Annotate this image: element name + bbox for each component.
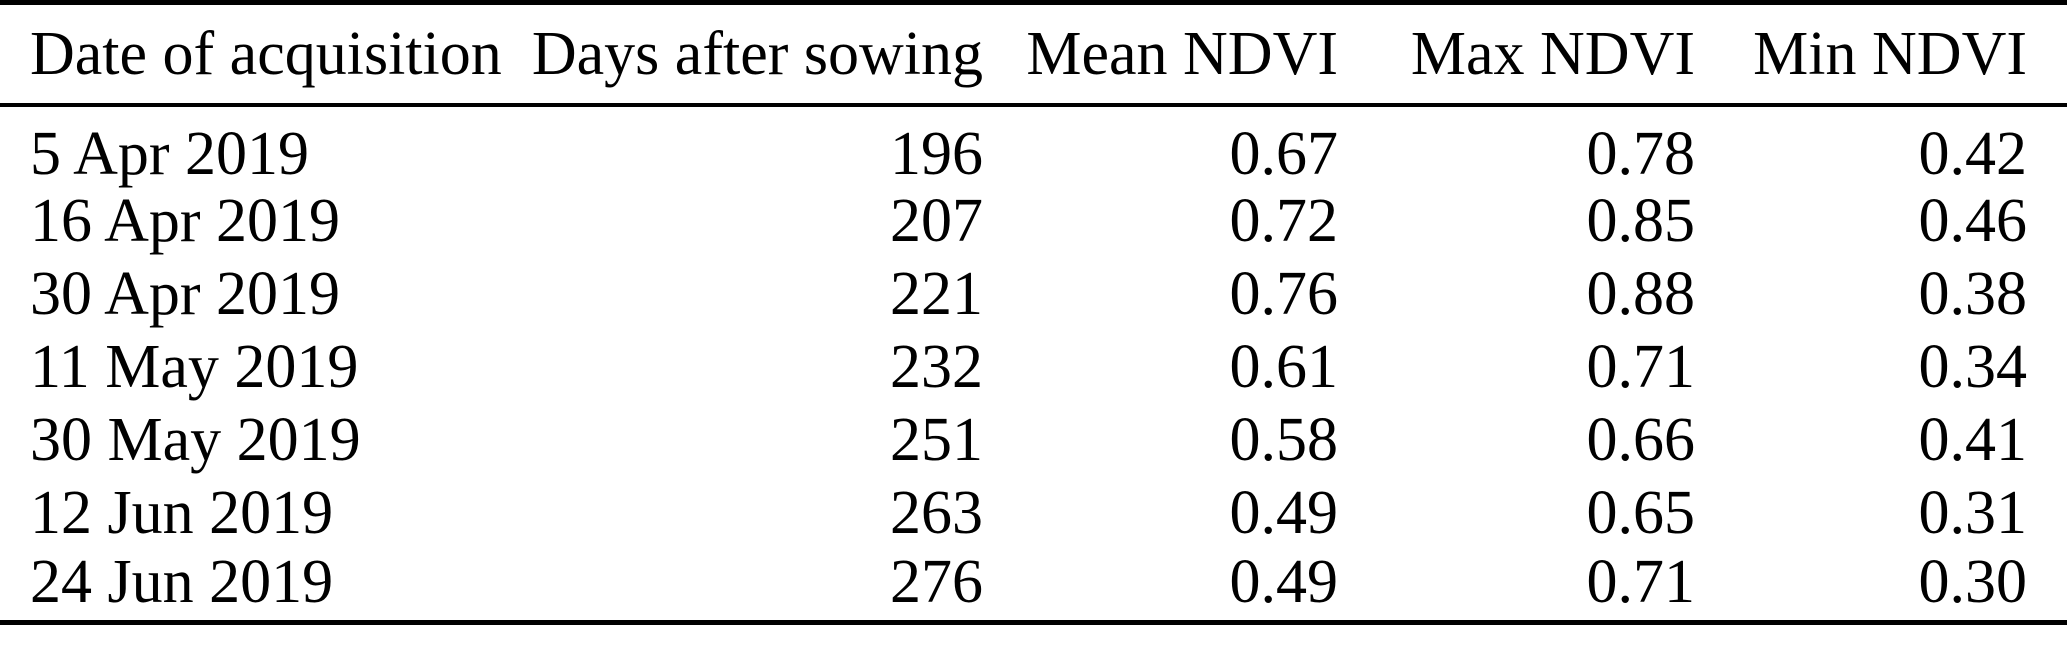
table-row: 30 May 2019 251 0.58 0.66 0.41	[0, 404, 2067, 477]
column-header-mean-ndvi: Mean NDVI	[983, 2, 1338, 107]
table-row: 30 Apr 2019 221 0.76 0.88 0.38	[0, 258, 2067, 331]
min-ndvi-cell: 0.41	[1918, 406, 2028, 474]
mean-ndvi-cell: 0.58	[1229, 406, 1339, 474]
days-after-sowing-cell: 221	[890, 260, 983, 328]
max-ndvi-cell: 0.71	[1586, 333, 1696, 401]
date-of-acquisition-cell: 5 Apr 2019	[30, 119, 309, 188]
min-ndvi-cell: 0.46	[1918, 187, 2028, 255]
days-after-sowing-cell: 196	[890, 119, 983, 188]
max-ndvi-cell: 0.88	[1586, 260, 1696, 328]
days-after-sowing-cell: 276	[890, 547, 983, 616]
mean-ndvi-cell: 0.49	[1229, 547, 1339, 616]
date-of-acquisition-cell: 11 May 2019	[30, 333, 359, 401]
table-row: 12 Jun 2019 263 0.49 0.65 0.31	[0, 477, 2067, 550]
date-of-acquisition-cell: 30 Apr 2019	[30, 260, 340, 328]
date-of-acquisition-cell: 12 Jun 2019	[30, 479, 334, 547]
mean-ndvi-cell: 0.72	[1229, 187, 1339, 255]
table-header: Date of acquisition Days after sowing Me…	[0, 2, 2067, 107]
max-ndvi-cell: 0.85	[1586, 187, 1696, 255]
min-ndvi-cell: 0.31	[1918, 479, 2028, 547]
min-ndvi-cell: 0.30	[1918, 547, 2028, 616]
table-row: 16 Apr 2019 207 0.72 0.85 0.46	[0, 185, 2067, 258]
table-row: 11 May 2019 232 0.61 0.71 0.34	[0, 331, 2067, 404]
max-ndvi-cell: 0.65	[1586, 479, 1696, 547]
mean-ndvi-cell: 0.61	[1229, 333, 1339, 401]
max-ndvi-cell: 0.78	[1586, 119, 1696, 188]
date-of-acquisition-cell: 30 May 2019	[30, 406, 361, 474]
date-of-acquisition-cell: 24 Jun 2019	[30, 547, 334, 616]
min-ndvi-cell: 0.34	[1918, 333, 2028, 401]
max-ndvi-cell: 0.66	[1586, 406, 1696, 474]
mean-ndvi-cell: 0.49	[1229, 479, 1339, 547]
days-after-sowing-cell: 263	[890, 479, 983, 547]
mean-ndvi-cell: 0.67	[1229, 119, 1339, 188]
table-row: 24 Jun 2019 276 0.49 0.71 0.30	[0, 550, 2067, 623]
days-after-sowing-cell: 232	[890, 333, 983, 401]
header-row: Date of acquisition Days after sowing Me…	[0, 2, 2067, 107]
table-body: 5 Apr 2019 196 0.67 0.78 0.42 16 Apr 2019 207 0…	[0, 105, 2067, 623]
column-header-min-ndvi: Min NDVI	[1695, 2, 2067, 107]
max-ndvi-cell: 0.71	[1586, 547, 1696, 616]
ndvi-statistics-table: Date of acquisition Days after sowing Me…	[0, 0, 2067, 625]
column-header-date-of-acquisition: Date of acquisition	[0, 2, 502, 107]
date-of-acquisition-cell: 16 Apr 2019	[30, 187, 340, 255]
column-header-max-ndvi: Max NDVI	[1338, 2, 1695, 107]
min-ndvi-cell: 0.42	[1918, 119, 2028, 188]
min-ndvi-cell: 0.38	[1918, 260, 2028, 328]
days-after-sowing-cell: 207	[890, 187, 983, 255]
column-header-days-after-sowing: Days after sowing	[483, 2, 983, 107]
table-row: 5 Apr 2019 196 0.67 0.78 0.42	[0, 105, 2067, 185]
days-after-sowing-cell: 251	[890, 406, 983, 474]
mean-ndvi-cell: 0.76	[1229, 260, 1339, 328]
